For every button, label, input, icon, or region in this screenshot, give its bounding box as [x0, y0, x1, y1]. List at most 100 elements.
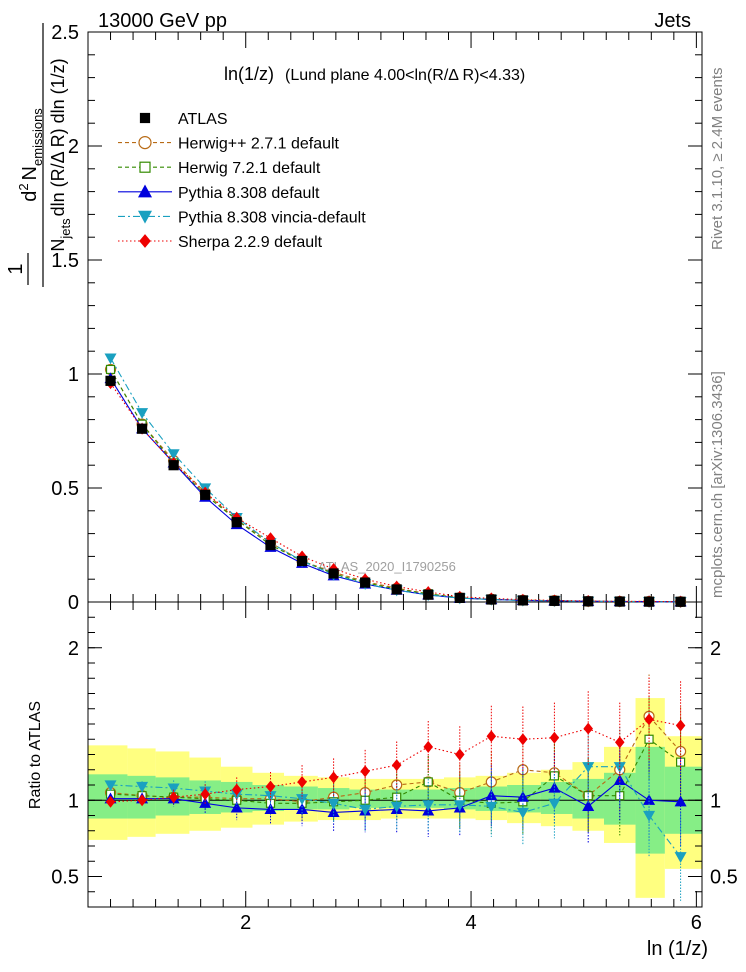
ratio-y-tick-label: 0.5 [51, 867, 79, 889]
ratio-y-axis-title: Ratio to ATLAS [27, 701, 44, 809]
point-atlas [105, 375, 116, 386]
y-title-prefactor: 1 [5, 253, 29, 285]
ratio-point-pythia [582, 800, 595, 811]
ratio-point-sherpa [675, 719, 686, 732]
ratio-point-sherpa [614, 736, 625, 749]
x-tick-label: 6 [691, 912, 702, 934]
legend-label-atlas: ATLAS [178, 111, 228, 128]
ratio-point-sherpa [200, 788, 210, 801]
ratio-point-vincia [104, 780, 117, 792]
ratio-series-group [104, 674, 687, 901]
main-y-tick-label: 1.5 [51, 250, 79, 272]
ratio-point-vincia [516, 807, 529, 819]
x-tick-label: 2 [240, 912, 251, 934]
legend: ATLAS Herwig++ 2.7.1 default Herwig 7.2.1 … [118, 111, 366, 251]
main-y-tick-label: 1 [68, 364, 79, 386]
main-series-group [104, 353, 687, 609]
ratio-point-vincia [582, 762, 595, 773]
point-atlas [643, 596, 655, 607]
point-atlas [583, 596, 594, 607]
legend-marker-sherpa [139, 234, 151, 248]
main-plot-frame [87, 31, 703, 603]
ratio-point-sherpa [549, 731, 560, 744]
ratio-point-vincia [327, 798, 340, 810]
ratio-point-herwig7 [392, 792, 402, 802]
header-left: 13000 GeV pp [98, 10, 227, 32]
point-atlas [423, 589, 434, 600]
rivet-label: Rivet 3.1.10, ≥ 2.4M events [709, 68, 726, 251]
ratio-point-vincia [390, 801, 403, 813]
point-atlas [486, 594, 497, 605]
ratio-y-tick-label-right: 0.5 [710, 867, 738, 889]
ratio-point-sherpa [455, 748, 465, 761]
ratio-point-vincia [548, 798, 561, 810]
point-atlas [391, 584, 402, 595]
legend-label-herwig7: Herwig 7.2.1 default [178, 160, 321, 177]
ratio-point-sherpa [423, 740, 434, 753]
ratio-point-vincia [643, 810, 656, 822]
main-y-tick-label: 2 [68, 136, 79, 158]
point-atlas [328, 568, 339, 579]
ratio-point-vincia [453, 800, 466, 812]
plot-title-main: ln(1/z) [224, 64, 274, 84]
y-title-numerator: d2Nemissions [16, 108, 45, 202]
svg-text:1: 1 [5, 263, 27, 274]
ratio-point-sherpa [644, 713, 654, 726]
y-axis-title: d2Nemissions Njetsdln (R/Δ R) dln (1/z) [16, 23, 73, 287]
ratio-point-sherpa [105, 795, 116, 808]
header-right: Jets [654, 10, 691, 32]
ratio-y-tick-label-right: 2 [710, 638, 721, 660]
point-atlas [265, 539, 276, 551]
plot-title: ln(1/z) (Lund plane 4.00<ln(R/Δ R)<4.33) [224, 64, 525, 84]
ratio-y-tick-label-right: 1 [710, 790, 721, 812]
ratio-point-sherpa [518, 733, 528, 746]
point-vincia [104, 353, 117, 365]
legend-marker-herwigpp [138, 136, 152, 150]
x-tick-label: 4 [465, 912, 476, 934]
analysis-watermark: ATLAS_2020_I1790256 [318, 559, 456, 574]
ratio-point-sherpa [297, 775, 307, 788]
point-atlas [231, 517, 242, 528]
ratio-point-sherpa [391, 759, 402, 772]
point-herwig7 [105, 364, 116, 375]
main-y-tick-label: 0 [68, 592, 79, 614]
ratio-point-vincia [422, 800, 435, 812]
ratio-point-sherpa [328, 771, 339, 784]
legend-label-herwigpp: Herwig++ 2.7.1 default [178, 136, 340, 153]
point-atlas [136, 423, 148, 434]
ratio-point-sherpa [583, 722, 593, 735]
legend-label-pythia: Pythia 8.308 default [178, 185, 320, 202]
ratio-point-pythia [674, 795, 687, 807]
point-vincia [136, 408, 149, 419]
ratio-point-vincia [296, 794, 309, 805]
point-atlas [614, 596, 625, 607]
ratio-point-pythia [230, 801, 243, 813]
ratio-point-sherpa [137, 794, 147, 807]
legend-label-vincia: Pythia 8.308 vincia-default [178, 209, 366, 226]
point-atlas [200, 489, 211, 500]
ratio-point-vincia [485, 801, 498, 813]
legend-marker-vincia [137, 210, 153, 224]
mcplots-label: mcplots.cern.ch [arXiv:1306.3436] [709, 371, 726, 598]
y-title-denominator: Njetsdln (R/Δ R) dln (1/z) [48, 58, 73, 251]
ratio-point-vincia [359, 804, 372, 816]
ratio-point-vincia [136, 781, 149, 793]
point-atlas [168, 460, 179, 471]
ratio-y-tick-label: 1 [68, 790, 79, 812]
ratio-point-sherpa [168, 791, 179, 804]
plot-title-detail: (Lund plane 4.00<ln(R/Δ R)<4.33) [285, 67, 525, 84]
legend-marker-herwig7 [139, 161, 151, 173]
main-y-tick-label: 2.5 [51, 22, 79, 44]
point-atlas [454, 592, 465, 603]
ratio-point-sherpa [486, 730, 497, 743]
point-atlas [549, 595, 560, 606]
legend-marker-pythia [137, 184, 153, 198]
point-atlas [296, 555, 308, 567]
x-axis-title: ln (1/z) [647, 938, 708, 960]
ratio-point-herwig7 [644, 734, 654, 744]
ratio-point-vincia [674, 852, 687, 863]
point-atlas [517, 595, 528, 606]
ratio-point-sherpa [360, 765, 370, 778]
legend-label-sherpa: Sherpa 2.2.9 default [178, 234, 323, 251]
